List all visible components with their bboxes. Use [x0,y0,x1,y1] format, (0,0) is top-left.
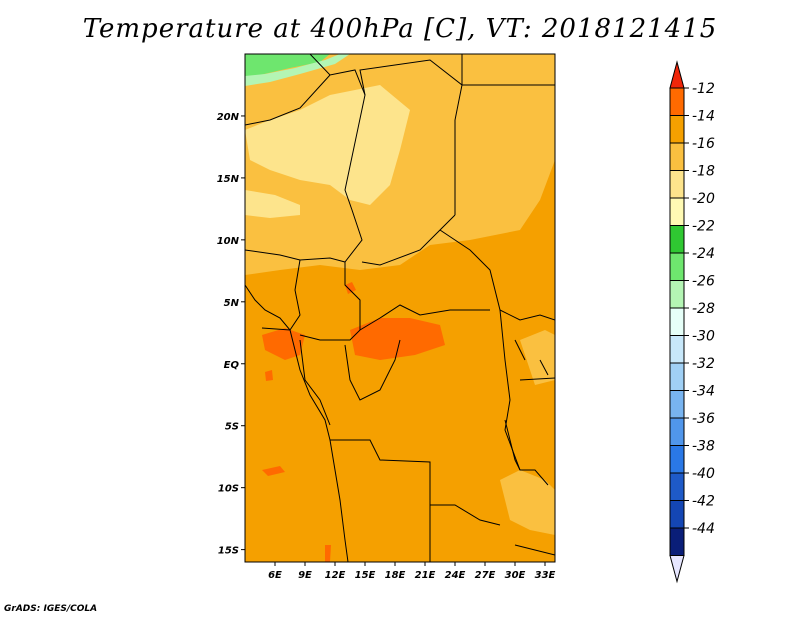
lon-tick-label: 24E [445,570,466,581]
lon-tick-label: 6E [268,570,282,581]
grads-credit: GrADS: IGES/COLA [4,604,98,614]
contour-zone-14b [350,318,445,360]
colorbar-swatch [669,417,685,446]
temperature-field [245,54,555,562]
lon-tick-label: 33E [535,570,556,581]
contour-zone-16c [500,470,555,535]
colorbar-tick-label: -22 [692,219,715,235]
latitude-axis: 20N 15N 10N 5N EQ 5S 10S 15S [217,112,245,557]
lat-tick-label: EQ [224,360,240,371]
colorbar-swatch [669,142,685,171]
contour-zone-14f [325,545,331,562]
lon-tick-label: 30E [505,570,526,581]
colorbar-swatch [669,197,685,226]
colorbar-tick-label: -32 [692,356,715,372]
lon-tick-label: 21E [415,570,436,581]
lat-tick-label: 15S [218,546,239,557]
colorbar-swatch [669,280,685,309]
colorbar-tick-label: -28 [692,301,715,317]
contour-zone-14c [345,282,356,294]
colorbar-swatch [669,225,685,254]
country-borders [245,54,555,562]
colorbar-tick-label: -24 [692,246,715,262]
colorbar-tick-label: -16 [692,136,715,152]
lat-tick-label: 15N [217,174,240,185]
lat-tick-label: 10N [217,236,240,247]
contour-zone-24 [245,54,330,78]
colorbar-swatch [669,335,685,364]
colorbar-swatch [669,390,685,419]
colorbar-tick-label: -36 [692,411,715,427]
lake-coastline [504,339,549,471]
colorbar-swatch [669,170,685,199]
lat-tick-label: 5S [225,422,239,433]
colorbar-tick-label: -40 [692,466,715,482]
colorbar-swatch [669,252,685,281]
colorbar-tick-label: -20 [692,191,715,207]
colorbar-tick-label: -18 [692,164,715,180]
colorbar-tick-label: -14 [692,109,715,125]
colorbar-top-arrow [669,60,685,89]
colorbar: -12 -14 -16 -18 -20 -22 -24 -26 -28 -30 -32 -34 -36 -… [669,60,715,584]
contour-zone-14e [262,466,285,476]
colorbar-swatch [669,87,685,116]
colorbar-tick-label: -38 [692,439,715,455]
map-frame [244,53,556,563]
colorbar-tick-label: -26 [692,274,715,290]
colorbar-swatch [669,362,685,391]
contour-zone-14a [262,328,305,360]
chart-title: Temperature at 400hPa [C], VT: 201812141… [82,14,718,44]
lon-tick-label: 12E [325,570,346,581]
colorbar-bottom-arrow [669,555,685,584]
lat-tick-label: 20N [217,112,240,123]
coastline [245,284,349,562]
colorbar-tick-label: -44 [692,521,715,537]
colorbar-tick-label: -12 [692,81,715,97]
lat-tick-label: 5N [224,298,240,309]
lat-tick-label: 10S [218,484,239,495]
colorbar-swatch [669,307,685,336]
contour-zone-18b [245,190,300,218]
colorbar-tick-label: -30 [692,329,715,345]
colorbar-tick-label: -42 [692,494,715,510]
colorbar-swatch [669,445,685,474]
contour-zone-14d [265,370,273,381]
colorbar-swatch [669,500,685,529]
lon-tick-label: 27E [475,570,496,581]
colorbar-swatch [669,527,685,556]
lon-tick-label: 15E [355,570,376,581]
colorbar-tick-label: -34 [692,384,715,400]
colorbar-swatch [669,115,685,144]
contour-zone-22 [245,54,350,86]
lon-tick-label: 18E [385,570,406,581]
lon-tick-label: 9E [298,570,312,581]
longitude-axis: 6E 9E 12E 15E 18E 21E 24E 27E 30E 33E [268,562,556,581]
colorbar-swatch [669,472,685,501]
contour-zone-18 [245,85,410,205]
